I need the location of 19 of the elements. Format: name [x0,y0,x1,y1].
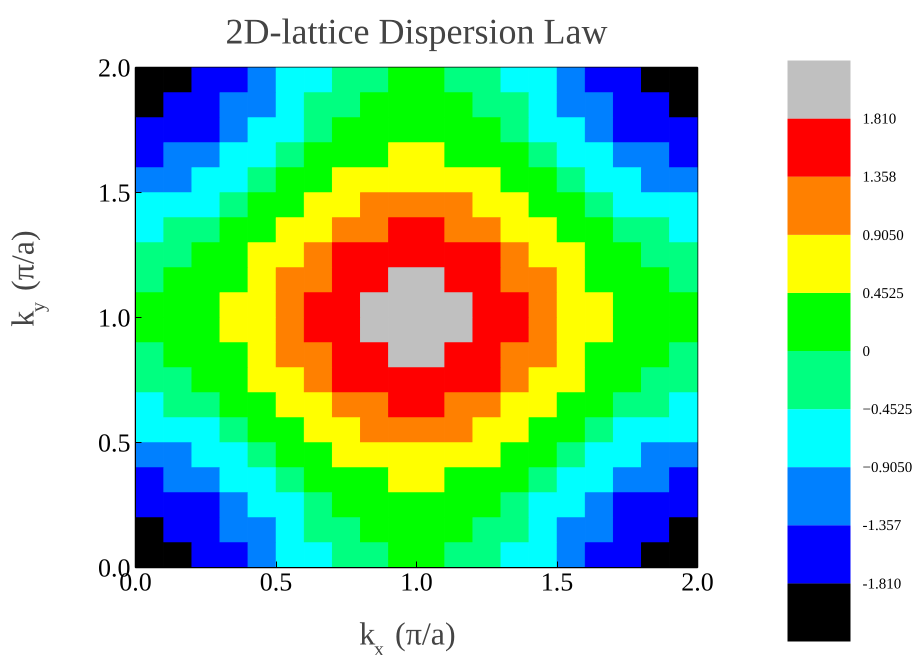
chart-title: 2D-lattice Dispersion Law [226,12,608,52]
color-bar-label: 0 [862,344,870,360]
x-tick-label: 0.5 [260,568,292,596]
color-bar-label: 0.9050 [862,228,904,244]
y-tick-label: 1.5 [98,178,130,208]
color-bar-label: -1.810 [862,576,902,592]
y-axis-title: ky (π/a) [4,230,50,327]
x-tick-label: 2.0 [681,568,714,596]
color-bar-label: −0.4525 [862,402,912,418]
color-bar-label: 1.358 [862,170,896,186]
color-bar-label: 0.4525 [862,286,904,302]
y-tick-label: 0.5 [98,428,130,458]
x-tick-label: 1.5 [540,568,574,596]
y-tick-label: 1.0 [98,304,130,332]
color-bar-label: −0.9050 [862,460,912,476]
color-bar-label: 1.810 [862,112,896,128]
color-bar-label: -1.357 [862,518,902,534]
x-tick-label: 1.0 [400,568,433,596]
y-tick-label: 2.0 [98,54,130,82]
